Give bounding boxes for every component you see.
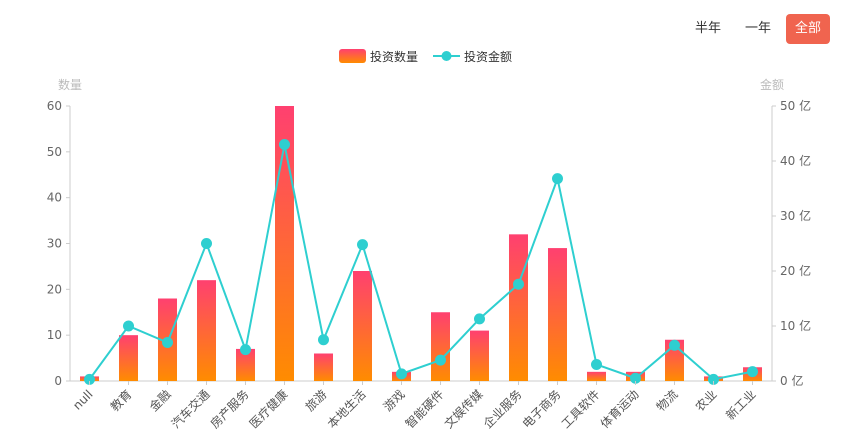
left-axis-tick-label: 10 <box>47 328 62 342</box>
right-axis-tick-label: 50 亿 <box>780 98 811 113</box>
right-axis-title: 金额 <box>760 77 784 92</box>
left-axis-title: 数量 <box>58 77 82 92</box>
amount-point-物流[interactable] <box>669 339 680 351</box>
amount-point-企业服务[interactable] <box>513 278 524 290</box>
legend-line-marker <box>441 51 452 61</box>
amount-point-新工业[interactable] <box>747 366 758 378</box>
x-axis-label: 本地生活 <box>325 387 369 431</box>
amount-point-农业[interactable] <box>708 373 719 385</box>
x-axis-label: 旅游 <box>303 387 330 414</box>
x-axis-label: 房产服务 <box>207 387 252 431</box>
bar-工具软件[interactable] <box>587 371 606 381</box>
legend-item-line[interactable]: 投资金额 <box>433 49 512 64</box>
amount-point-文娱传媒[interactable] <box>474 313 485 325</box>
bar-教育[interactable] <box>119 335 138 381</box>
x-axis-label: 教育 <box>107 387 135 415</box>
right-axis-tick-label: 0 亿 <box>780 373 803 388</box>
x-axis-label: 金融 <box>146 387 174 415</box>
x-axis-label: 游戏 <box>381 387 408 414</box>
legend-line-label: 投资金额 <box>464 49 512 64</box>
amount-line <box>84 139 758 385</box>
amount-line-path <box>88 144 753 381</box>
right-axis-tick-label: 10 亿 <box>780 318 811 333</box>
range-controls: 半年 一年 全部 <box>686 14 830 44</box>
legend-item-bar[interactable]: 投资数量 <box>339 49 418 64</box>
x-axis-label: 工具软件 <box>559 387 603 431</box>
bar-企业服务[interactable] <box>509 234 528 381</box>
range-half-year-button[interactable]: 半年 <box>694 21 721 36</box>
amount-point-本地生活[interactable] <box>357 239 368 251</box>
bar-房产服务[interactable] <box>236 348 255 381</box>
amount-point-体育运动[interactable] <box>630 372 641 384</box>
x-axis-label: 智能硬件 <box>402 387 447 431</box>
amount-point-旅游[interactable] <box>318 334 329 346</box>
bar-智能硬件[interactable] <box>431 312 450 381</box>
right-axis-tick-label: 40 亿 <box>780 153 811 168</box>
legend-bar-swatch <box>339 49 366 63</box>
left-axis-tick-label: 50 <box>47 145 62 159</box>
x-axis-label: 医疗健康 <box>246 387 291 431</box>
axes: 0 10 20 30 40 50 60 0 亿 10 亿 20 亿 30 亿 40 亿 50 亿 <box>47 98 811 388</box>
x-axis-label: 物流 <box>654 387 681 414</box>
x-axis-label: 新工业 <box>723 387 759 423</box>
x-axis-label: 农业 <box>693 387 720 414</box>
bars <box>80 106 762 381</box>
amount-point-智能硬件[interactable] <box>435 354 446 366</box>
x-axis-label: 电子商务 <box>519 387 564 431</box>
left-axis-tick-label: 20 <box>47 282 62 296</box>
x-axis-label: 文娱传媒 <box>441 387 486 431</box>
left-axis-tick-label: 30 <box>47 237 62 251</box>
bar-电子商务[interactable] <box>548 248 567 381</box>
range-all-button[interactable]: 全部 <box>785 14 830 44</box>
left-axis-tick-label: 40 <box>47 191 62 205</box>
bar-汽车交通[interactable] <box>197 280 216 381</box>
amount-point-null[interactable] <box>84 373 95 385</box>
bar-旅游[interactable] <box>314 353 333 382</box>
amount-point-电子商务[interactable] <box>552 173 563 185</box>
right-axis-tick-label: 20 亿 <box>780 263 811 278</box>
legend-bar-label: 投资数量 <box>370 49 418 64</box>
left-axis-tick-label: 0 <box>54 374 62 388</box>
amount-point-房产服务[interactable] <box>240 344 251 356</box>
x-axis-label: 企业服务 <box>480 387 525 431</box>
amount-point-工具软件[interactable] <box>591 359 602 370</box>
x-axis-label: null <box>70 387 95 412</box>
amount-point-医疗健康[interactable] <box>279 139 290 150</box>
amount-point-教育[interactable] <box>123 320 134 332</box>
left-axis-tick-label: 60 <box>47 99 62 113</box>
right-axis-tick-label: 30 亿 <box>780 208 811 223</box>
x-axis-label: 汽车交通 <box>168 387 213 431</box>
amount-point-游戏[interactable] <box>396 368 407 380</box>
amount-point-金融[interactable] <box>162 337 173 348</box>
bar-文娱传媒[interactable] <box>470 330 489 381</box>
range-one-year-button[interactable]: 一年 <box>744 21 771 36</box>
bar-本地生活[interactable] <box>353 271 372 381</box>
amount-point-汽车交通[interactable] <box>201 238 212 249</box>
x-axis-label: 体育运动 <box>597 387 642 431</box>
legend: 投资数量 投资金额 <box>339 49 512 64</box>
